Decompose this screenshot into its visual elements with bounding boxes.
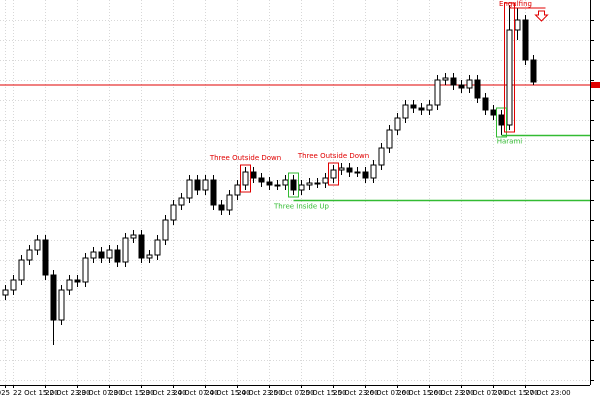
- candle-body: [122, 237, 129, 263]
- candle-body: [10, 279, 17, 291]
- pattern-arrow: [534, 10, 549, 22]
- candle-body: [354, 171, 361, 174]
- candle-body: [186, 179, 193, 199]
- candle-body: [162, 219, 169, 241]
- price-marker: [591, 82, 600, 88]
- candle-body: [386, 129, 393, 149]
- candle-body: [194, 179, 201, 191]
- candle-body: [346, 167, 353, 173]
- candle-body: [466, 79, 473, 89]
- x-tick-label: 25 Oct 15:00: [301, 389, 347, 397]
- candle-body: [106, 249, 113, 259]
- candle-body: [322, 177, 329, 184]
- candle-body: [154, 239, 161, 256]
- candle-body: [474, 79, 481, 99]
- candle-body: [130, 234, 137, 239]
- candle-body: [2, 289, 9, 296]
- candle-body: [50, 274, 57, 321]
- candle-body: [338, 167, 345, 171]
- x-tick-label: 26 Oct 07:00: [365, 389, 411, 397]
- candle-body: [250, 171, 257, 179]
- candle-body: [394, 117, 401, 131]
- candle-body: [258, 177, 265, 183]
- candle-body: [178, 197, 185, 206]
- candle-body: [138, 234, 145, 259]
- candle-body: [378, 147, 385, 166]
- x-tick-label: 22 Oct 15:00: [13, 389, 59, 397]
- candle-body: [282, 179, 289, 186]
- candle-body: [506, 29, 513, 126]
- pattern-box: [504, 2, 515, 133]
- candle-body: [58, 289, 65, 321]
- candle-body: [18, 259, 25, 281]
- pattern-box: [328, 162, 339, 186]
- candle-body: [26, 249, 33, 261]
- candle-body: [514, 19, 521, 31]
- pattern-label: Three Inside Up: [273, 203, 329, 211]
- candle-body: [434, 79, 441, 106]
- candle-body: [114, 249, 121, 263]
- candle-body: [426, 104, 433, 111]
- x-tick-label: 23 Oct 07:00: [77, 389, 123, 397]
- x-tick-label: 27 Oct 23:00: [525, 389, 571, 397]
- x-tick-label: 23 Oct 23:00: [141, 389, 187, 397]
- candle-body: [522, 19, 529, 61]
- candle-body: [74, 279, 81, 283]
- x-tick-label: 26 Oct 23:00: [429, 389, 475, 397]
- pattern-label: Three Outside Down: [297, 152, 369, 160]
- candle-body: [490, 109, 497, 116]
- x-tick-label: 25 Oct 23:00: [333, 389, 379, 397]
- candle-body: [418, 107, 425, 111]
- plot-area: [0, 0, 590, 385]
- pattern-box: [496, 107, 507, 138]
- candle-body: [170, 204, 177, 221]
- pattern-box: [288, 172, 299, 198]
- candle-body: [314, 182, 321, 185]
- candle-body: [82, 257, 89, 283]
- candle-body: [34, 239, 41, 251]
- candle-body: [410, 104, 417, 109]
- x-tick-label: 24 Oct 15:00: [205, 389, 251, 397]
- pattern-label: Engulfing: [499, 0, 532, 8]
- candle-body: [98, 251, 105, 259]
- candle-body: [90, 251, 97, 259]
- candle-body: [66, 279, 73, 291]
- candle-body: [530, 59, 537, 83]
- pattern-label: Three Outside Down: [209, 154, 281, 162]
- candle-body: [442, 77, 449, 81]
- candle-body: [290, 179, 297, 191]
- x-tick-label: 23 Oct 15:00: [109, 389, 155, 397]
- pattern-box: [240, 164, 251, 193]
- candle-body: [266, 181, 273, 186]
- x-tick-label: 27 Oct 07:00: [461, 389, 507, 397]
- candle-body: [146, 254, 153, 259]
- x-tick-label: 27 Oct 15:00: [493, 389, 539, 397]
- candle-body: [274, 184, 281, 187]
- pattern-label: Harami: [497, 138, 523, 146]
- candle-body: [370, 164, 377, 179]
- candle-body: [242, 171, 249, 186]
- candle-body: [402, 104, 409, 119]
- x-tick-label: 22 Oct 23:00: [45, 389, 91, 397]
- candle-body: [234, 184, 241, 196]
- x-tick-label: 025: [0, 389, 10, 397]
- candle-body: [482, 97, 489, 111]
- candle-body: [362, 171, 369, 179]
- candle-body: [218, 204, 225, 211]
- candle-body: [202, 179, 209, 191]
- x-tick-label: 24 Oct 23:00: [237, 389, 283, 397]
- candle-body: [42, 239, 49, 276]
- candle-body: [306, 182, 313, 186]
- candle-body: [450, 77, 457, 86]
- x-tick-label: 26 Oct 15:00: [397, 389, 443, 397]
- candle-body: [210, 179, 217, 206]
- candle-body: [498, 114, 505, 126]
- candle-body: [458, 84, 465, 89]
- x-tick-label: 24 Oct 07:00: [173, 389, 219, 397]
- x-tick-label: 25 Oct 07:00: [269, 389, 315, 397]
- candle-body: [330, 169, 337, 179]
- candle-body: [298, 184, 305, 191]
- candle-body: [226, 194, 233, 211]
